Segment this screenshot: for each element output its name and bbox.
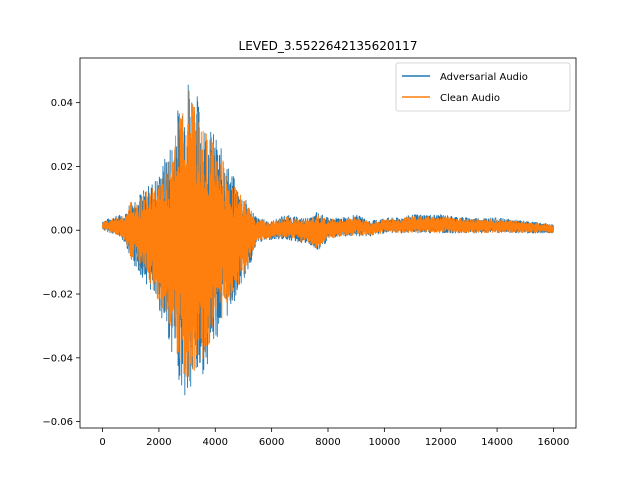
y-tick-label: −0.04 [42, 353, 73, 364]
legend-label: Adversarial Audio [440, 72, 528, 83]
plot-area [102, 84, 554, 396]
x-tick-label: 14000 [481, 437, 513, 448]
chart-title: LEVED_3.5522642135620117 [239, 39, 418, 53]
legend: Adversarial Audio Clean Audio [395, 62, 571, 112]
series-line-clean [102, 90, 554, 382]
legend-box [395, 62, 571, 112]
x-tick-label: 4000 [203, 437, 228, 448]
x-axis: 0 2000 4000 6000 8000 10000 12000 14000 16000 [99, 428, 569, 448]
y-tick-label: 0.04 [51, 98, 73, 109]
x-tick-label: 8000 [315, 437, 340, 448]
y-tick-label: −0.06 [42, 417, 73, 428]
x-tick-label: 2000 [146, 437, 171, 448]
legend-label: Clean Audio [440, 93, 500, 104]
y-tick-label: 0.00 [51, 226, 73, 237]
x-tick-label: 10000 [368, 437, 400, 448]
x-tick-label: 6000 [259, 437, 284, 448]
x-tick-label: 0 [99, 437, 105, 448]
y-tick-label: −0.02 [42, 290, 73, 301]
y-tick-label: 0.02 [51, 162, 73, 173]
y-axis: −0.06 −0.04 −0.02 0.00 0.02 0.04 [42, 98, 80, 428]
x-tick-label: 12000 [425, 437, 457, 448]
x-tick-label: 16000 [538, 437, 570, 448]
